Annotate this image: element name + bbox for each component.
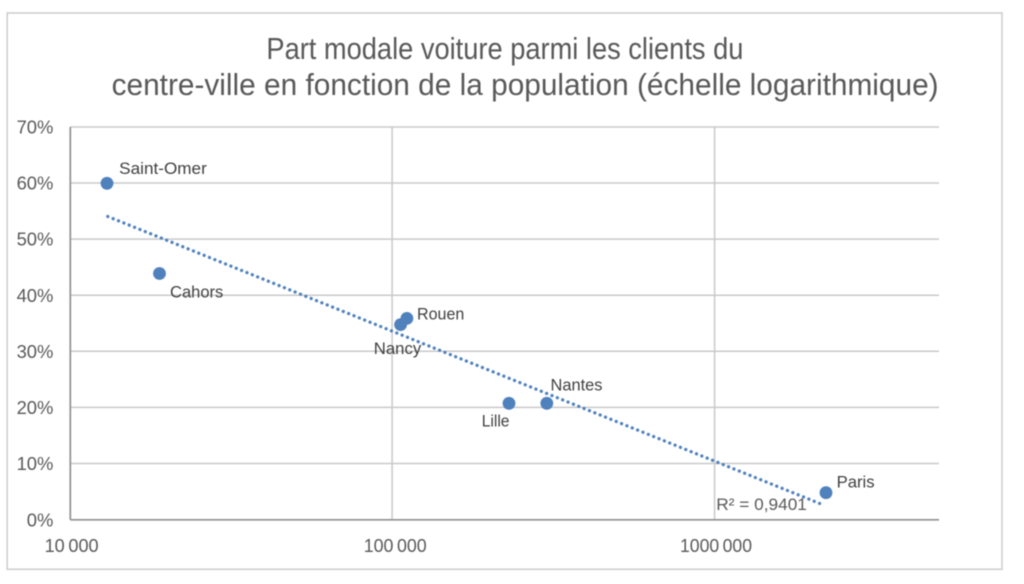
svg-text:50%: 50% [17,229,54,250]
svg-text:R² = 0,9401: R² = 0,9401 [716,495,807,514]
svg-text:Part modale voiture parmi les: Part modale voiture parmi les clients du [266,31,743,66]
svg-text:40%: 40% [17,285,54,306]
svg-text:70%: 70% [17,117,54,138]
svg-text:0%: 0% [27,509,54,530]
svg-text:20%: 20% [17,397,54,418]
svg-text:10 000: 10 000 [45,535,99,556]
svg-text:Nantes: Nantes [551,376,603,395]
svg-text:30%: 30% [17,341,54,362]
svg-text:Saint-Omer: Saint-Omer [119,159,207,178]
svg-text:Lille: Lille [482,411,510,430]
svg-text:centre-ville en fonction de la: centre-ville en fonction de la populatio… [112,67,939,102]
svg-text:Rouen: Rouen [417,305,464,324]
svg-text:60%: 60% [17,173,54,194]
svg-text:100 000: 100 000 [364,535,427,556]
svg-text:Nancy: Nancy [374,339,422,358]
svg-text:Paris: Paris [837,473,875,492]
svg-text:10%: 10% [17,453,54,474]
svg-text:Cahors: Cahors [170,283,223,302]
svg-text:1000 000: 1000 000 [680,535,752,556]
